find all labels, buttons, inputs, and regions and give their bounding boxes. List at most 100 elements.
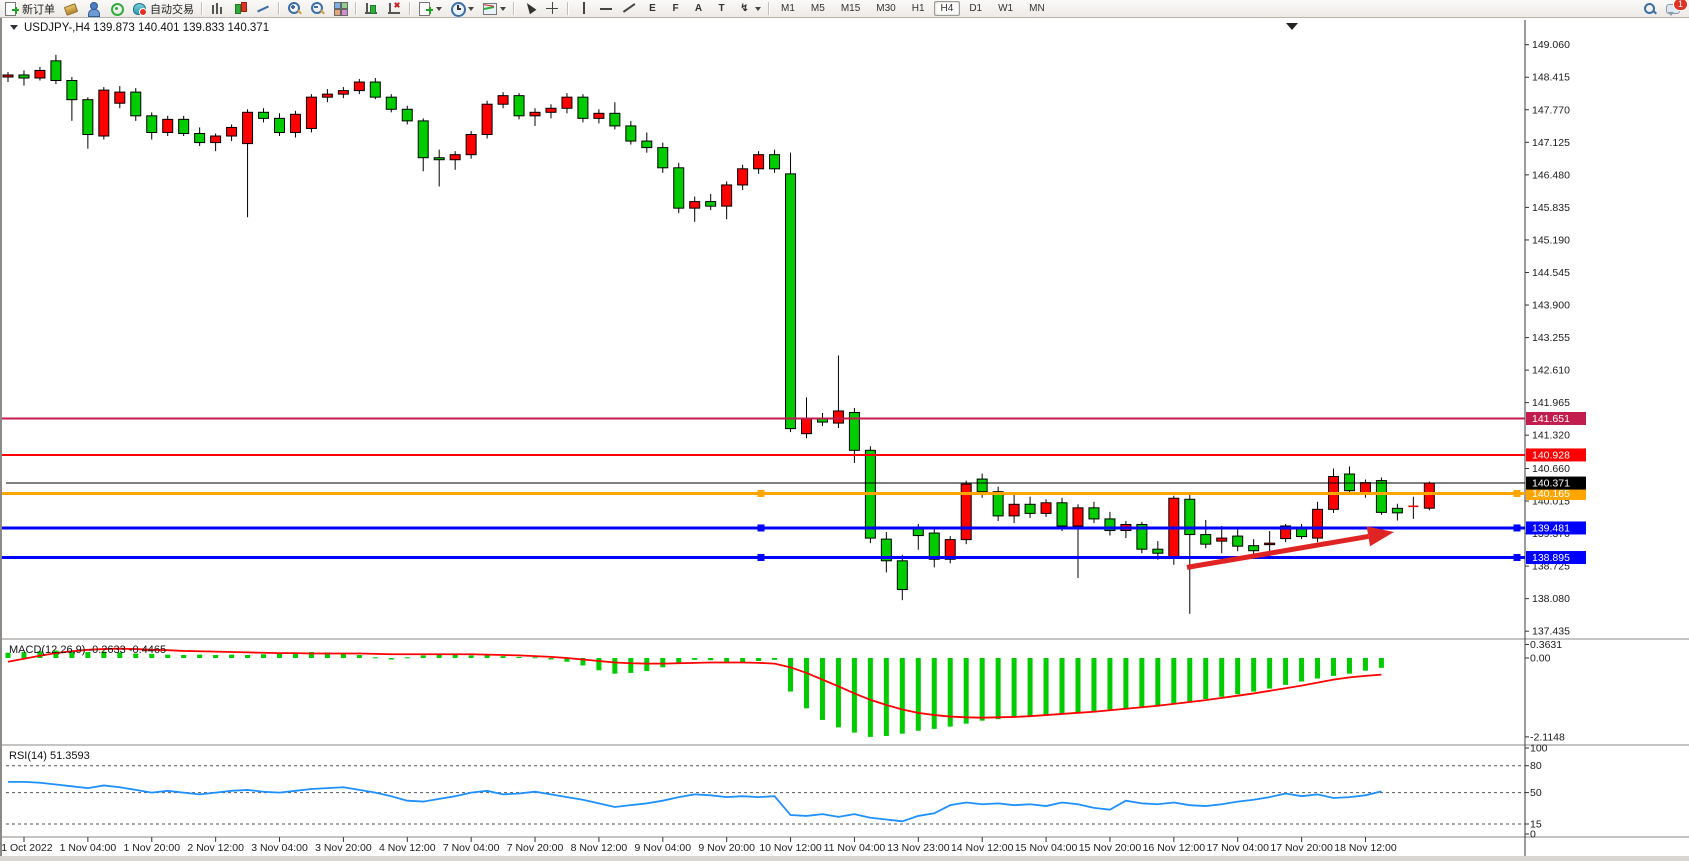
line-handle[interactable]: [1514, 525, 1520, 531]
candle-body: [562, 97, 572, 108]
zoom-out-button[interactable]: [307, 1, 328, 16]
timeframe-button-mn[interactable]: MN: [1022, 1, 1052, 16]
tile-windows-button[interactable]: [330, 1, 351, 16]
dropdown-caret-icon[interactable]: [755, 7, 761, 11]
channel-button[interactable]: E: [642, 1, 663, 16]
candle-body: [738, 169, 748, 185]
candle-body: [243, 112, 253, 143]
period-button[interactable]: [447, 1, 477, 16]
crosshair-button[interactable]: [542, 1, 563, 16]
candle-body: [259, 112, 269, 118]
candle-body: [227, 127, 237, 136]
label-button[interactable]: T: [711, 1, 732, 16]
indicator-remove-button[interactable]: [384, 1, 405, 16]
new-order-button[interactable]: 新订单: [1, 1, 58, 16]
dropdown-caret-icon[interactable]: [436, 7, 442, 11]
candle-body: [498, 96, 508, 105]
rsi-axis-label: 0: [1530, 829, 1536, 841]
timeframe-button-h4[interactable]: H4: [934, 1, 961, 16]
signal-button[interactable]: [106, 1, 127, 16]
add-indicator-button[interactable]: [415, 1, 445, 16]
indicator-window-button[interactable]: [361, 1, 382, 16]
timeframe-button-h1[interactable]: H1: [905, 1, 932, 16]
fibo-icon: F: [668, 1, 683, 16]
candle-body: [1392, 508, 1402, 513]
macd-histogram-bar: [1028, 658, 1033, 716]
fibo-button[interactable]: F: [665, 1, 686, 16]
tile-windows-icon: [333, 1, 348, 16]
macd-histogram-bar: [1331, 658, 1336, 676]
time-axis-label: 13 Nov 23:00: [887, 842, 950, 854]
template-button[interactable]: [479, 1, 509, 16]
line-handle[interactable]: [1514, 555, 1520, 561]
macd-histogram-bar: [245, 655, 250, 658]
search-icon: [1642, 1, 1657, 16]
candle-body: [338, 91, 348, 95]
chat-button[interactable]: 1: [1662, 1, 1683, 16]
zoom-out-icon: [310, 1, 325, 16]
line-handle[interactable]: [758, 525, 764, 531]
candle-body: [370, 82, 380, 97]
dropdown-caret-icon[interactable]: [468, 7, 474, 11]
profile-button[interactable]: [83, 1, 104, 16]
period-icon: [450, 1, 465, 16]
autotrade-button[interactable]: 自动交易: [129, 1, 197, 16]
line-chart-button[interactable]: [253, 1, 274, 16]
zoom-in-button[interactable]: [284, 1, 305, 16]
candle-body: [51, 61, 61, 81]
time-axis-label: 11 Nov 04:00: [824, 842, 886, 854]
timeframe-button-d1[interactable]: D1: [962, 1, 989, 16]
vline-icon: [576, 1, 591, 16]
bars-chart-button[interactable]: [207, 1, 228, 16]
candle-body: [1344, 474, 1354, 491]
cursor-button[interactable]: [519, 1, 540, 16]
macd-histogram-bar: [1139, 658, 1144, 706]
dropdown-caret-icon[interactable]: [500, 7, 506, 11]
price-axis-label: 138.080: [1532, 593, 1570, 605]
label-glyph: T: [718, 3, 724, 14]
timeframe-button-w1[interactable]: W1: [991, 1, 1020, 16]
macd-histogram-bar: [676, 658, 681, 663]
macd-histogram-bar: [533, 657, 538, 658]
candle-body: [1313, 509, 1323, 538]
timeframe-button-m15[interactable]: M15: [834, 1, 867, 16]
timeframe-button-m1[interactable]: M1: [774, 1, 802, 16]
candle-body: [674, 168, 684, 208]
line-handle[interactable]: [758, 555, 764, 561]
search-button[interactable]: [1639, 1, 1660, 16]
macd-histogram-bar: [389, 658, 394, 659]
crosshair-icon: [545, 1, 560, 16]
hline-tag-label: 141.651: [1532, 413, 1570, 425]
price-axis-label: 144.545: [1532, 267, 1570, 279]
candle-body: [83, 100, 93, 135]
candle-chart-button[interactable]: [230, 1, 251, 16]
rsi-axis-label: 80: [1530, 760, 1542, 772]
cursor-icon: [522, 1, 537, 16]
line-handle[interactable]: [1514, 490, 1520, 496]
macd-histogram-bar: [788, 658, 793, 692]
text-button[interactable]: A: [688, 1, 709, 16]
add-indicator-icon: [418, 1, 433, 16]
arrows-button[interactable]: ↯: [734, 1, 764, 16]
eraser-button[interactable]: [60, 1, 81, 16]
macd-histogram-bar: [1012, 658, 1017, 718]
timeframe-button-m5[interactable]: M5: [804, 1, 832, 16]
macd-histogram-bar: [1283, 658, 1288, 685]
candle-body: [418, 121, 428, 158]
candle-body: [1025, 504, 1035, 513]
macd-histogram-bar: [1235, 658, 1240, 694]
autotrade-label: 自动交易: [150, 1, 194, 17]
macd-histogram-bar: [1123, 658, 1128, 709]
timeframe-button-m30[interactable]: M30: [869, 1, 902, 16]
hline-button[interactable]: [596, 1, 617, 16]
macd-histogram-bar: [980, 658, 985, 721]
price-axis-label: 145.190: [1532, 234, 1570, 246]
macd-histogram-bar: [1075, 658, 1080, 712]
line-handle[interactable]: [758, 490, 764, 496]
macd-histogram-bar: [772, 658, 777, 660]
macd-histogram-bar: [1315, 658, 1320, 679]
vline-button[interactable]: [573, 1, 594, 16]
macd-histogram-bar: [852, 658, 857, 733]
trendline-button[interactable]: [619, 1, 640, 16]
